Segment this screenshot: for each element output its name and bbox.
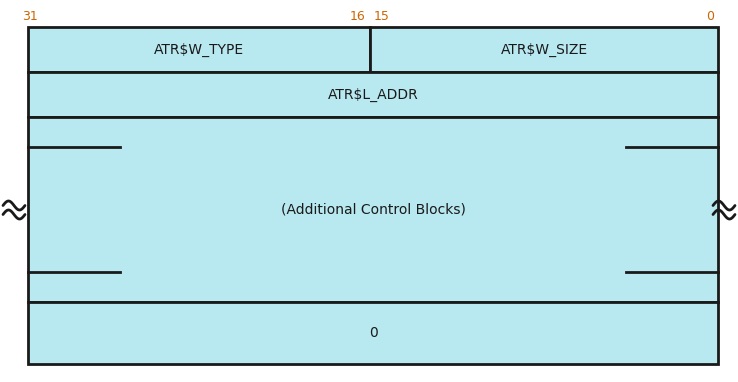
Text: ATR$W_SIZE: ATR$W_SIZE: [500, 42, 587, 57]
Bar: [28, 117, 718, 302]
Text: 0: 0: [706, 10, 714, 23]
Bar: [28, 27, 370, 72]
Bar: [370, 27, 718, 72]
Bar: [28, 72, 718, 117]
Text: 0: 0: [368, 326, 377, 340]
Text: 31: 31: [22, 10, 38, 23]
Bar: [28, 302, 718, 364]
Text: ATR$W_TYPE: ATR$W_TYPE: [154, 42, 244, 57]
Text: ATR$L_ADDR: ATR$L_ADDR: [328, 87, 418, 102]
Text: 15: 15: [374, 10, 390, 23]
Text: 16: 16: [350, 10, 366, 23]
Text: (Additional Control Blocks): (Additional Control Blocks): [280, 202, 466, 217]
